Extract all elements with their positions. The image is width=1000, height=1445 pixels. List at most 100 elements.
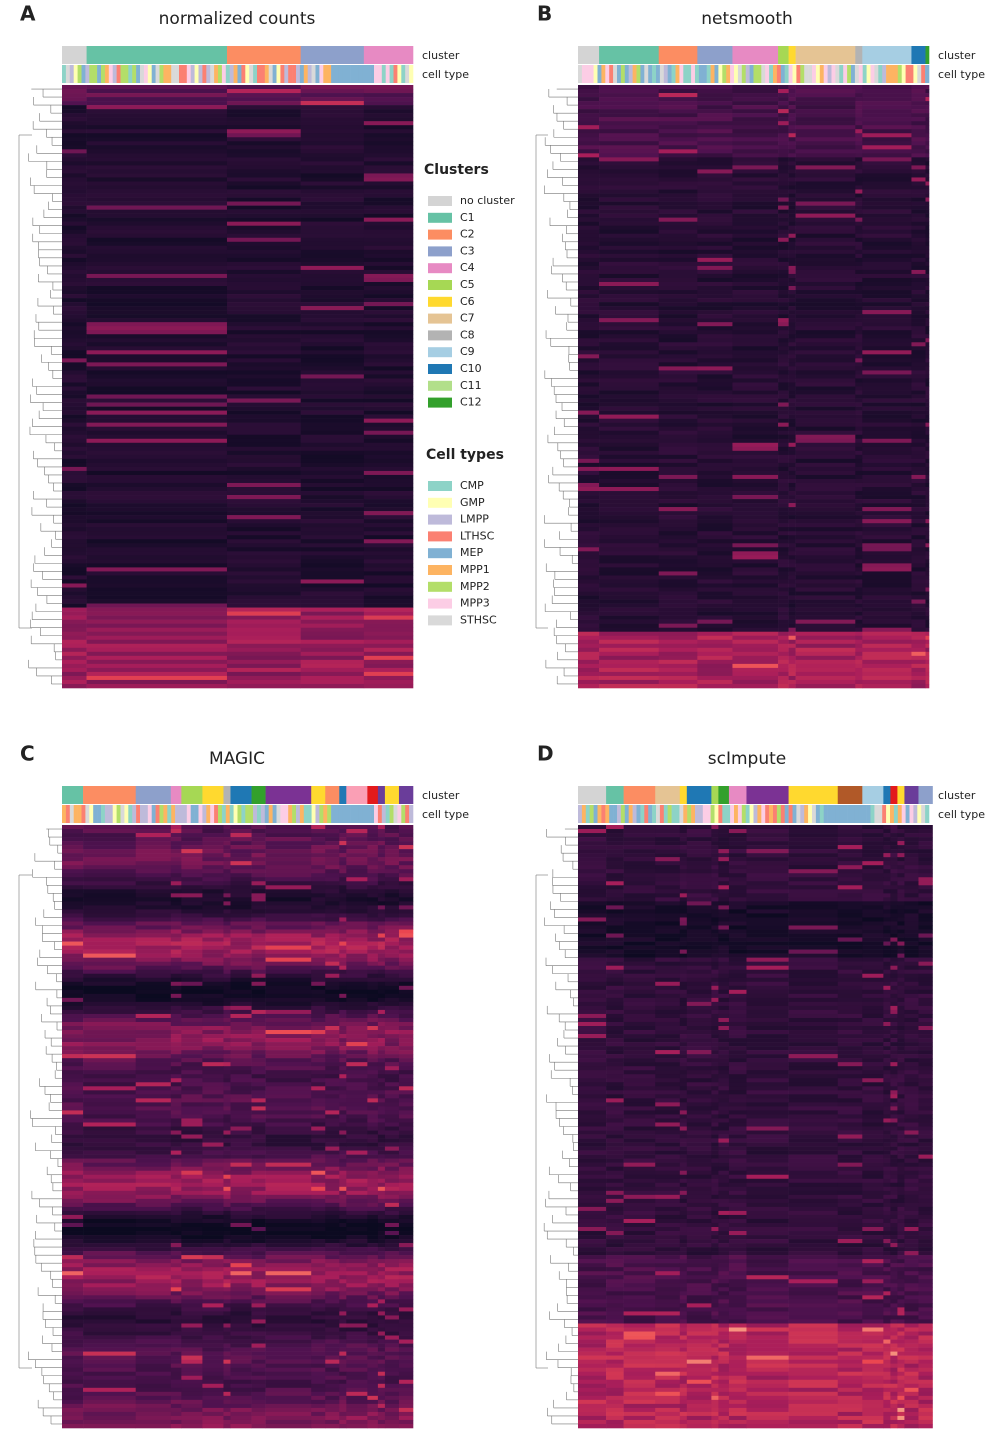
heatmap-cell xyxy=(135,825,172,830)
heatmap-cell xyxy=(925,105,930,110)
heatmap-cell xyxy=(339,1118,347,1123)
heatmap-cell xyxy=(346,825,368,830)
heatmap-cell xyxy=(230,881,252,886)
heatmap-cell xyxy=(778,314,789,319)
heatmap-cell xyxy=(62,1017,84,1023)
heatmap-cell xyxy=(795,438,856,444)
heatmap-cell xyxy=(62,591,87,596)
heatmap-cell xyxy=(135,1026,172,1031)
heatmap-cell xyxy=(339,1194,347,1200)
heatmap-cell xyxy=(732,245,779,251)
heatmap-cell xyxy=(367,937,379,942)
heatmap-cell xyxy=(578,487,600,492)
heatmap-cell xyxy=(732,643,779,649)
heatmap-cell xyxy=(855,547,863,552)
heatmap-cell xyxy=(346,961,368,966)
heatmap-cell xyxy=(599,173,660,178)
heatmap-cell xyxy=(578,281,600,287)
heatmap-cell xyxy=(697,277,733,283)
heatmap-cell xyxy=(578,306,600,311)
cell-type-strip xyxy=(151,65,156,83)
heatmap-cell xyxy=(578,346,600,351)
heatmap-cell xyxy=(300,229,365,235)
heatmap-cell xyxy=(788,261,796,267)
heatmap-cell xyxy=(223,1082,231,1087)
heatmap-cell xyxy=(911,153,926,158)
heatmap-cell xyxy=(599,237,660,243)
heatmap-cell xyxy=(377,985,386,991)
heatmap-cell xyxy=(911,346,926,351)
heatmap-cell xyxy=(83,829,137,834)
heatmap-cell xyxy=(181,1098,203,1103)
heatmap-cell xyxy=(339,1122,347,1127)
heatmap-cell xyxy=(367,1082,379,1087)
heatmap-cell xyxy=(363,563,414,568)
heatmap-cell xyxy=(697,587,733,592)
heatmap-cell xyxy=(251,1046,266,1051)
heatmap-cell xyxy=(202,925,224,930)
heatmap-cell xyxy=(367,1218,379,1224)
heatmap-cell xyxy=(346,905,368,910)
heatmap-cell xyxy=(181,1202,203,1208)
heatmap-cell xyxy=(300,117,365,122)
heatmap-cell xyxy=(251,881,266,886)
heatmap-cell xyxy=(911,478,926,484)
heatmap-cell xyxy=(911,101,926,106)
heatmap-cell xyxy=(862,583,912,588)
heatmap-cell xyxy=(62,450,87,456)
heatmap-cell xyxy=(325,1206,340,1212)
heatmap-cell xyxy=(367,1066,379,1071)
heatmap-cell xyxy=(578,273,600,279)
heatmap-cell xyxy=(658,527,698,532)
heatmap-cell xyxy=(62,901,84,906)
cell-type-strip xyxy=(851,65,856,83)
heatmap-cell xyxy=(170,909,182,914)
heatmap-cell xyxy=(862,651,912,657)
cell-type-strip xyxy=(401,65,406,83)
heatmap-cell xyxy=(62,1102,84,1107)
heatmap-cell xyxy=(599,221,660,226)
heatmap-cell xyxy=(578,511,600,516)
heatmap-cell xyxy=(339,1198,347,1204)
heatmap-cell xyxy=(367,1122,379,1127)
heatmap-cell xyxy=(855,591,863,596)
heatmap-cell xyxy=(202,845,224,850)
heatmap-cell xyxy=(202,941,224,946)
cell-type-strip xyxy=(296,805,301,823)
heatmap-cell xyxy=(83,897,137,902)
heatmap-cell xyxy=(788,378,796,383)
heatmap-cell xyxy=(367,1094,379,1099)
heatmap-cell xyxy=(788,177,796,182)
heatmap-cell xyxy=(384,885,400,890)
heatmap-cell xyxy=(925,298,930,303)
heatmap-cell xyxy=(346,1142,368,1147)
heatmap-cell xyxy=(911,491,926,496)
heatmap-cell xyxy=(135,1190,172,1196)
heatmap-cell xyxy=(62,269,87,275)
heatmap-cell xyxy=(911,571,926,576)
heatmap-cell xyxy=(300,374,365,379)
heatmap-cell xyxy=(795,217,856,222)
heatmap-cell xyxy=(226,410,301,415)
heatmap-cell xyxy=(325,905,340,910)
heatmap-cell xyxy=(925,647,930,653)
heatmap-cell xyxy=(86,386,228,391)
heatmap-cell xyxy=(363,466,414,472)
heatmap-cell xyxy=(83,1038,137,1043)
heatmap-cell xyxy=(265,913,312,918)
heatmap-cell xyxy=(265,1130,312,1135)
heatmap-cell xyxy=(658,663,698,669)
heatmap-cell xyxy=(855,422,863,427)
heatmap-cell xyxy=(398,1017,414,1023)
cell-type-strip xyxy=(268,805,273,823)
heatmap-cell xyxy=(300,583,365,588)
heatmap-cell xyxy=(300,623,365,628)
heatmap-cell xyxy=(346,1206,368,1212)
heatmap-cell xyxy=(862,503,912,508)
heatmap-cell xyxy=(788,213,796,218)
heatmap-cell xyxy=(181,1094,203,1099)
cell-type-strip xyxy=(597,65,602,83)
heatmap-cell xyxy=(223,1150,231,1155)
heatmap-cell xyxy=(778,487,789,492)
heatmap-cell xyxy=(300,499,365,504)
